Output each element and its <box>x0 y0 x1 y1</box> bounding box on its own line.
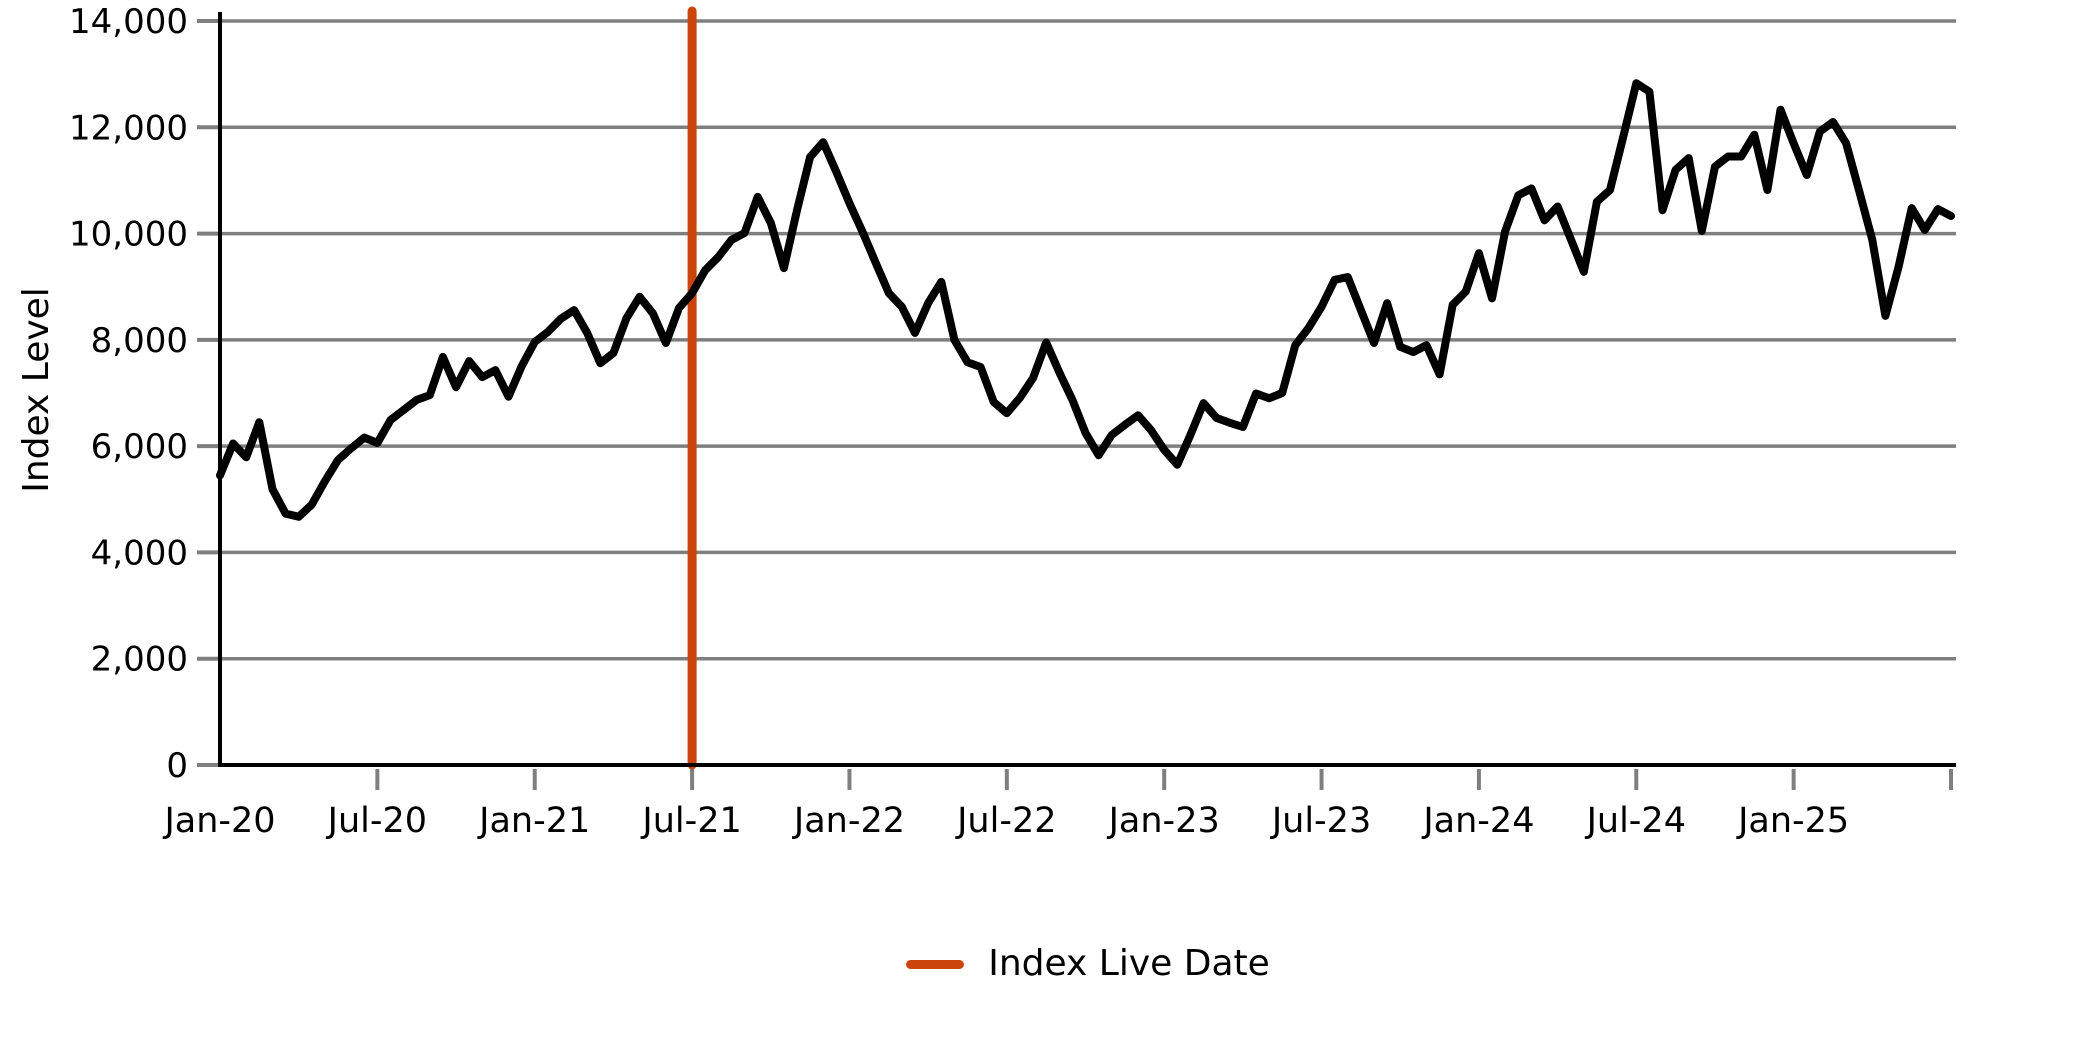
index-level-series-line <box>216 79 1955 521</box>
live-date-legend-label: Index Live Date <box>988 943 1270 984</box>
y-tick-label: 2,000 <box>91 640 188 680</box>
y-axis-title: Index Level <box>16 287 57 493</box>
x-tick-label: Jan-22 <box>792 801 905 841</box>
y-tick-label: 6,000 <box>91 427 188 467</box>
y-tick-label: 10,000 <box>69 215 188 255</box>
y-tick-label: 14,000 <box>69 2 188 42</box>
x-tick-label: Jan-23 <box>1107 801 1220 841</box>
y-tick-label: 0 <box>166 746 188 786</box>
y-tick-label: 12,000 <box>69 108 188 148</box>
x-tick-label: Jul-22 <box>955 801 1056 841</box>
x-tick-label: Jul-23 <box>1270 801 1371 841</box>
x-tick-label: Jan-24 <box>1421 801 1534 841</box>
x-tick-label: Jul-24 <box>1585 801 1686 841</box>
x-tick-label: Jul-21 <box>640 801 741 841</box>
x-tick-label: Jan-21 <box>477 801 590 841</box>
x-tick-label: Jan-25 <box>1736 801 1849 841</box>
x-tick-label: Jul-20 <box>326 801 427 841</box>
chart-legend: Index Live Date <box>220 946 1956 982</box>
y-tick-label: 8,000 <box>91 321 188 361</box>
x-tick-label: Jan-20 <box>162 801 275 841</box>
live-date-legend-line-icon <box>906 959 965 969</box>
y-tick-label: 4,000 <box>91 533 188 573</box>
